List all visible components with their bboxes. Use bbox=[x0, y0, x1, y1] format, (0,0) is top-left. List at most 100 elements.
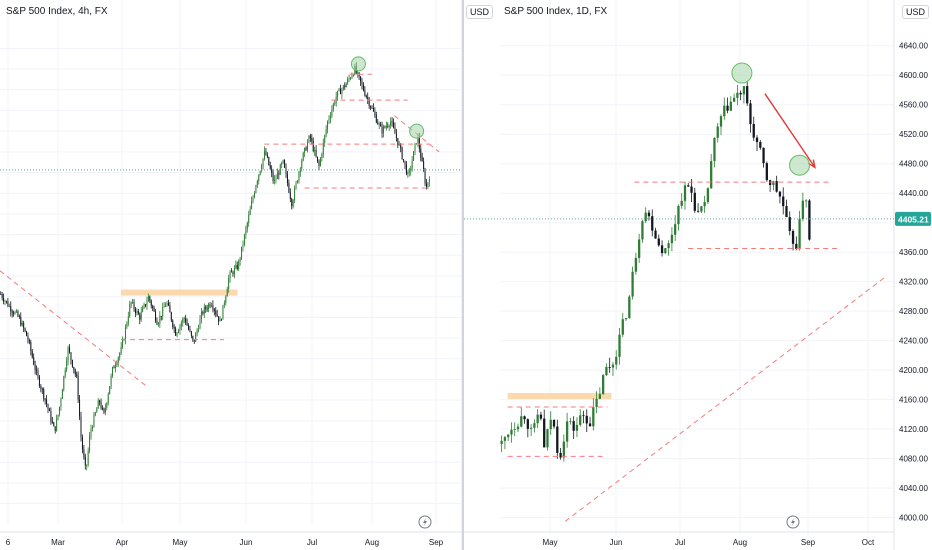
candle-body bbox=[713, 137, 716, 162]
candle-body bbox=[327, 121, 329, 130]
candle-body bbox=[63, 376, 65, 390]
candle-body bbox=[110, 375, 112, 387]
lightning-icon-bolt[interactable] bbox=[791, 518, 795, 526]
candle-body bbox=[746, 86, 749, 104]
candle-body bbox=[332, 103, 334, 110]
candle-body bbox=[33, 357, 35, 365]
candle-body bbox=[216, 314, 218, 317]
candle-body bbox=[302, 152, 304, 161]
price-tick-label: 4440.00 bbox=[899, 189, 928, 198]
pane-divider[interactable] bbox=[462, 0, 464, 550]
price-tick-label: 4080.00 bbox=[899, 455, 928, 464]
time-tick-label: Jun bbox=[610, 538, 623, 547]
last-price-label: 4405.21 bbox=[898, 214, 929, 224]
candle-body bbox=[276, 173, 278, 180]
candle-body bbox=[388, 125, 390, 127]
time-tick-label: Apr bbox=[116, 538, 129, 547]
candle-body bbox=[109, 386, 111, 395]
candle-body bbox=[215, 310, 217, 315]
candle-body bbox=[423, 161, 425, 171]
candle-body bbox=[301, 160, 303, 169]
candle-body bbox=[582, 415, 585, 417]
price-tick-label: 4200.00 bbox=[899, 366, 928, 375]
price-tick-label: 4360.00 bbox=[899, 248, 928, 257]
candle-body bbox=[588, 423, 592, 427]
candle-body bbox=[208, 304, 210, 310]
right-chart-svg[interactable]: 4640.00 4600.00 4560.00 4520.00 4480.00 4440.… bbox=[464, 0, 932, 550]
candle-body bbox=[631, 271, 634, 297]
price-tick-label: 4120.00 bbox=[899, 425, 928, 434]
candle-body bbox=[86, 464, 88, 466]
candle-body bbox=[18, 316, 20, 318]
candle-body bbox=[38, 376, 40, 387]
price-tick-label: 4280.00 bbox=[899, 307, 928, 316]
candle-body bbox=[30, 342, 32, 352]
candle-body bbox=[414, 143, 416, 152]
candle-body bbox=[762, 147, 765, 164]
candle-body bbox=[533, 423, 536, 428]
candle-body bbox=[334, 102, 336, 104]
candle-body bbox=[94, 412, 96, 416]
trend-arrow bbox=[764, 93, 816, 168]
candle-body bbox=[732, 97, 736, 102]
candle-body bbox=[621, 319, 624, 335]
candle-body bbox=[122, 340, 124, 347]
time-tick-label: Jul bbox=[675, 538, 685, 547]
candle-body bbox=[608, 367, 611, 368]
time-tick-label: Mar bbox=[51, 538, 65, 547]
lightning-icon bbox=[786, 515, 800, 529]
candle-body bbox=[40, 386, 42, 389]
candle-body bbox=[775, 181, 778, 192]
candle-body bbox=[700, 206, 703, 212]
candle-body bbox=[248, 214, 250, 223]
candle-body bbox=[253, 192, 255, 198]
right-chart-title: S&P 500 Index, 1D, FX bbox=[504, 6, 608, 17]
candle-body bbox=[202, 311, 204, 314]
candle-body bbox=[348, 78, 350, 80]
candle-body bbox=[226, 289, 228, 297]
candle-body bbox=[139, 314, 141, 320]
candle-body bbox=[500, 440, 503, 444]
candle-body bbox=[286, 173, 288, 184]
candle-body bbox=[726, 105, 729, 111]
candle-body bbox=[258, 174, 260, 181]
candle-body bbox=[218, 316, 220, 322]
candle-body bbox=[736, 92, 739, 98]
candle-body bbox=[536, 414, 539, 424]
candle-body bbox=[755, 137, 759, 143]
price-tick-label: 4560.00 bbox=[899, 101, 928, 110]
candle-body bbox=[155, 311, 157, 321]
time-tick-label: Sep bbox=[801, 538, 816, 547]
candle-body bbox=[262, 158, 264, 167]
price-tick-label: 4480.00 bbox=[899, 160, 928, 169]
support-zone bbox=[120, 289, 238, 296]
left-currency-label[interactable]: USD bbox=[466, 5, 494, 19]
candle-body bbox=[798, 219, 801, 249]
candle-body bbox=[408, 170, 410, 173]
candle-body bbox=[232, 272, 234, 275]
time-tick-label: Aug bbox=[365, 538, 379, 547]
candle-body bbox=[411, 160, 413, 169]
candle-body bbox=[212, 305, 214, 310]
candle-body bbox=[425, 183, 427, 187]
candle-body bbox=[278, 173, 280, 175]
candle-body bbox=[778, 191, 782, 197]
candle-body bbox=[523, 416, 526, 420]
candle-body bbox=[180, 322, 182, 326]
candle-body bbox=[251, 201, 253, 209]
candle-body bbox=[341, 89, 343, 95]
left-chart-panel[interactable]: 4640.004600.004560.004520.004480.004440.… bbox=[0, 0, 462, 550]
left-chart-svg[interactable]: 4640.004600.004560.004520.004480.004440.… bbox=[0, 0, 462, 550]
lightning-icon-bolt[interactable] bbox=[423, 518, 427, 526]
candle-body bbox=[83, 449, 85, 457]
right-currency-label[interactable]: USD bbox=[902, 5, 930, 19]
candle-body bbox=[641, 221, 644, 240]
candle-body bbox=[360, 76, 362, 82]
candle-body bbox=[381, 126, 383, 134]
highlight-circle bbox=[731, 62, 753, 84]
candle-body bbox=[654, 230, 657, 239]
candle-body bbox=[41, 388, 43, 390]
time-tick-label: Aug bbox=[733, 538, 747, 547]
right-chart-panel[interactable]: 4640.00 4600.00 4560.00 4520.00 4480.00 4440.… bbox=[464, 0, 932, 550]
candle-body bbox=[291, 198, 293, 207]
